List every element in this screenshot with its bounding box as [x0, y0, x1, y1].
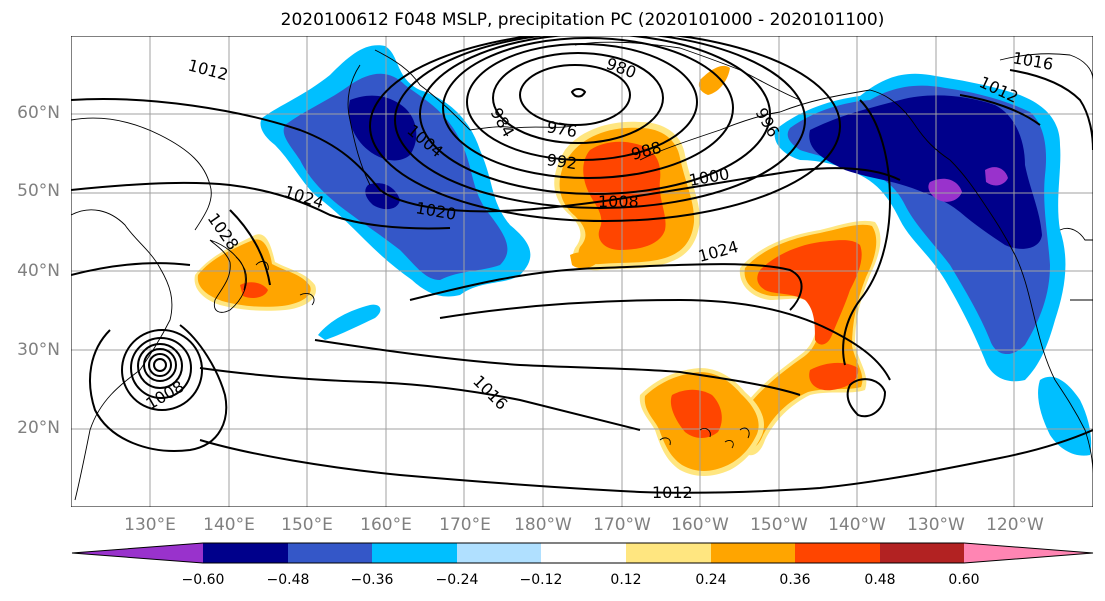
precip-pos-red-east: [757, 240, 862, 345]
lon-label-180w: 180°W: [514, 515, 572, 535]
colorbar-segment-darkred: [880, 543, 964, 563]
lat-label-60: 60°N: [17, 103, 60, 123]
precip-pos-orange-japan: [197, 239, 311, 307]
colorbar-label-p036: 0.36: [779, 572, 811, 588]
lon-label-130w: 130°W: [907, 515, 965, 535]
colorbar-segment-orange: [711, 543, 795, 563]
colorbar-label-n024: −0.24: [435, 572, 479, 588]
colorbar-label-n060: −0.60: [181, 572, 225, 588]
precip-pos-red-east2: [809, 362, 859, 391]
lon-label-130e: 130°E: [124, 515, 176, 535]
colorbar-segment-blue: [288, 543, 372, 563]
precip-neg-purple-ne: [928, 178, 962, 202]
precip-shading: [194, 45, 1092, 476]
precip-neg-blue-nw: [283, 73, 508, 280]
colorbar-segment-pink: [964, 543, 1093, 563]
precip-pos-orange-bit1: [698, 65, 730, 95]
colorbar-segment-purple: [72, 543, 203, 563]
colorbar-segment-lightblue: [457, 543, 541, 563]
colorbar-label-p012: 0.12: [610, 572, 642, 588]
isobars: [71, 36, 1093, 494]
precip-pos-orange-bit2: [570, 252, 598, 269]
colorbar-segment-cyan: [372, 543, 457, 563]
lon-label-140e: 140°E: [203, 515, 255, 535]
colorbar-outline: [71, 542, 1094, 564]
lon-label-170e: 170°E: [439, 515, 491, 535]
colorbar: [71, 542, 1094, 564]
lon-label-120w: 120°W: [986, 515, 1044, 535]
colorbar-label-n048: −0.48: [266, 572, 310, 588]
isobar-label: 992: [545, 150, 578, 173]
lon-label-150e: 150°E: [281, 515, 333, 535]
lat-label-40: 40°N: [17, 261, 60, 281]
map-panel: 1012 1012 1012 1016 1016 1020 1024 1024 …: [71, 36, 1093, 507]
lat-label-30: 30°N: [17, 340, 60, 360]
colorbar-label-n012: −0.12: [519, 572, 563, 588]
lon-label-150w: 150°W: [750, 515, 808, 535]
lon-label-170w: 170°W: [593, 515, 651, 535]
lon-label-160w: 160°W: [671, 515, 729, 535]
colorbar-segment-yellow: [626, 543, 711, 563]
colorbar-segment-red: [795, 543, 880, 563]
precip-neg-navy-ne: [809, 95, 1042, 249]
colorbar-label-n036: −0.36: [350, 572, 394, 588]
colorbar-label-p060: 0.60: [948, 572, 980, 588]
coastlines: [71, 41, 1093, 501]
precip-pos-red-japan: [240, 282, 268, 298]
lon-label-160e: 160°E: [360, 515, 412, 535]
lat-label-20: 20°N: [17, 418, 60, 438]
colorbar-segment-white: [541, 543, 626, 563]
precip-neg-navy-nw: [348, 95, 417, 161]
colorbar-label-p048: 0.48: [864, 572, 896, 588]
precip-neg-navy-nw2: [365, 183, 400, 210]
lon-label-140w: 140°W: [828, 515, 886, 535]
colorbar-label-p024: 0.24: [695, 572, 727, 588]
precip-pos-red-hawaii: [670, 389, 722, 438]
precip-pos-red-goa: [583, 141, 666, 250]
isobar-label: 1008: [598, 192, 639, 211]
precip-neg-cyan-streak: [318, 304, 381, 340]
precip-neg-purple-ne2: [985, 167, 1008, 186]
isobar-label: 1012: [652, 483, 693, 502]
colorbar-segment-navy: [203, 543, 288, 563]
map-title: 2020100612 F048 MSLP, precipitation PC (…: [280, 10, 885, 30]
lat-label-50: 50°N: [17, 181, 60, 201]
